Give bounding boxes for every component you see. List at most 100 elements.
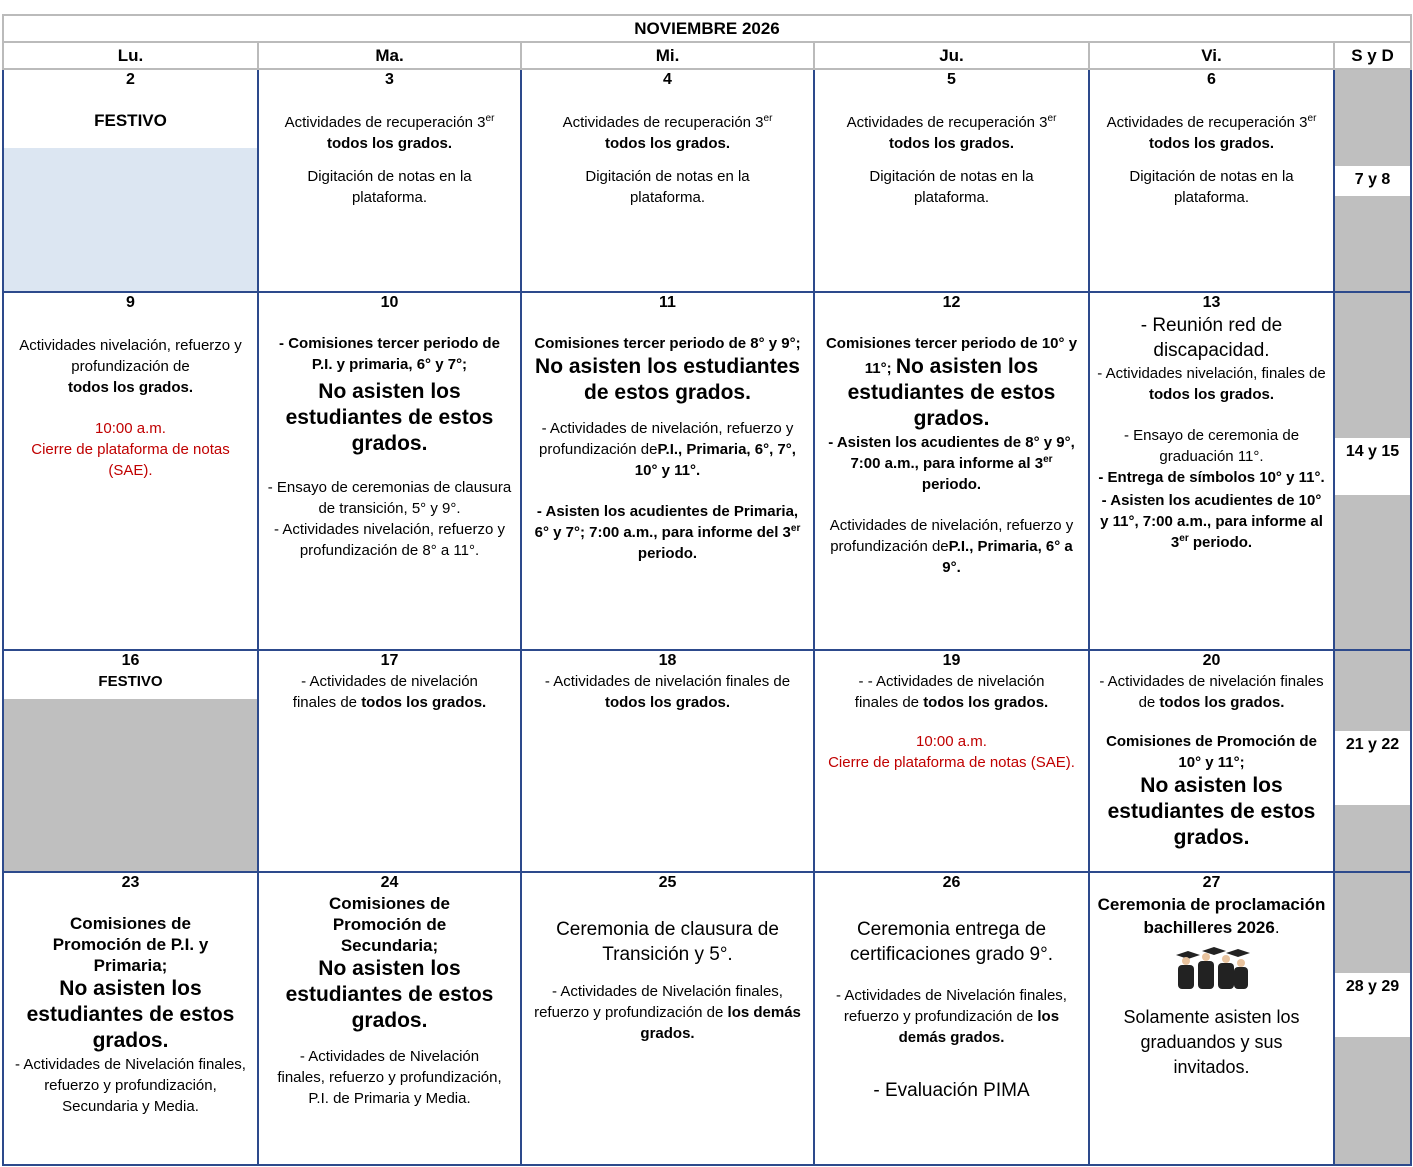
cell: - Asisten los acudientes de 10° y 11°, 7… — [1096, 490, 1327, 553]
day-text: No asisten los estudiantes de estos grad… — [285, 957, 494, 1032]
day-text: todos los grados. — [1159, 694, 1285, 711]
cell: - Actividades de nivelación, refuerzo y … — [528, 418, 807, 481]
weekday: Lu. — [2, 41, 259, 70]
cell: 20 - Actividades de nivelación finales de… — [1088, 649, 1335, 873]
cell: 19 - - Actividades de nivelación finales … — [813, 649, 1090, 873]
cell — [1225, 949, 1250, 957]
weekday: Mi. — [520, 41, 815, 70]
day-text: Comisiones de Promoción de Secundaria; — [329, 894, 450, 955]
cell: - Actividades de nivelación finales de t… — [528, 671, 807, 713]
cell: NOVIEMBRE 2026 Lu. Ma. Mi. Ju. Vi. S y D 2 FES… — [1, 14, 1413, 1166]
cell: 6 Actividades de recuperación 3er todos l… — [1088, 68, 1335, 293]
weekend-label: 28 y 29 — [1335, 973, 1411, 1037]
cell: Actividades de recuperación 3er todos lo… — [1096, 112, 1327, 154]
cell: 11 Comisiones tercer periodo de 8° y 9°; … — [520, 291, 815, 651]
cell — [1201, 947, 1226, 955]
cell: 28 y 29 — [1332, 871, 1413, 1166]
day-number: 9 — [126, 294, 135, 311]
day-text: todos los grados. — [923, 694, 1049, 711]
day-text: - Asisten los acudientes de Primaria, 6°… — [534, 503, 799, 541]
day-text: periodo. — [637, 545, 698, 562]
day-text: todos los grados. — [361, 694, 487, 711]
cell: Actividades de recuperación 3er todos los… — [265, 112, 514, 154]
day-text: periodo. — [1192, 534, 1253, 551]
weekday: Ma. — [257, 41, 522, 70]
cell — [1175, 947, 1250, 989]
day-text: Actividades nivelación, refuerzo y profu… — [19, 337, 242, 375]
day-number: 10 — [380, 294, 399, 311]
day-text: - Actividades de nivelación finales de — [1099, 673, 1324, 711]
cell: 7 y 8 — [1332, 68, 1413, 293]
day-text: Ceremonia entrega de certificaciones gra… — [850, 919, 1053, 965]
cell: - - Actividades de nivelación finales de… — [821, 671, 1082, 713]
day-number: 18 — [658, 652, 677, 669]
day-text: - Ensayo de ceremonia de graduación 11°. — [1123, 427, 1300, 465]
cell — [4, 699, 257, 871]
day-text: - Comisiones tercer periodo de P.I. y pr… — [279, 335, 500, 373]
day-text: er — [790, 523, 801, 534]
day-number: 13 — [1202, 294, 1221, 311]
day-text: Actividades de nivelación, refuerzo y pr… — [829, 517, 1074, 555]
cell: 18 - Actividades de nivelación finales de… — [520, 649, 815, 873]
cell: 23 Comisiones de Promoción de P.I. y Prim… — [2, 871, 259, 1166]
day-text: - Reunión red de discapacidad. — [1140, 315, 1283, 361]
cell — [1201, 953, 1210, 961]
day-number: 5 — [947, 71, 956, 88]
cell: 9 Actividades nivelación, refuerzo y prof… — [2, 291, 1413, 651]
weekday: Vi. — [1088, 41, 1335, 70]
day-text: 10:00 a.m. — [95, 420, 166, 437]
cell: 16 FESTIVO 17 - Actividades de nivelación … — [2, 649, 1413, 873]
day-text: FESTIVO — [94, 111, 167, 130]
cell: 17 - Actividades de nivelación finales de… — [257, 649, 522, 873]
cell: 27 Ceremonia de proclamación bachilleres … — [1088, 871, 1335, 1166]
cell: 9 Actividades nivelación, refuerzo y prof… — [2, 291, 259, 651]
day-text: P.I., Primaria, 6°, 7°, 10° y 11°. — [634, 441, 796, 479]
cell: - Actividades de nivelación finales de t… — [1096, 671, 1327, 713]
cell — [1236, 959, 1245, 967]
day-text: Ceremonia de clausura de Transición y 5°… — [556, 919, 779, 965]
month-title: NOVIEMBRE 2026 — [1, 14, 1413, 43]
cell: 26 Ceremonia entrega de certificaciones g… — [813, 871, 1090, 1166]
day-number: 26 — [942, 874, 961, 891]
cell: 10:00 a.m. Cierre de plataforma de notas … — [10, 418, 251, 481]
day-text: - Ensayo de ceremonias de clausura de tr… — [267, 479, 512, 517]
day-text: todos los grados. — [888, 135, 1014, 152]
day-text: - - Actividades de nivelación finales de — [854, 673, 1045, 711]
day-text: - Asisten los acudientes de 10° y 11°, 7… — [1100, 492, 1323, 551]
day-number: 12 — [942, 294, 961, 311]
weekday: S y D — [1332, 41, 1413, 70]
cell: 2 FESTIVO — [2, 68, 259, 293]
day-text: periodo. — [921, 476, 982, 493]
cell: Comisiones tercer periodo de 8° y 9°; No… — [528, 333, 807, 406]
day-number: 2 — [126, 71, 135, 88]
cell: 12 Comisiones tercer periodo de 10° y 11°… — [813, 291, 1090, 651]
day-number: 3 — [385, 71, 394, 88]
day-number: 25 — [658, 874, 677, 891]
day-text: - Entrega de símbolos 10° y 11°. — [1098, 469, 1325, 486]
day-text: er — [485, 113, 495, 124]
day-text: todos los grados. — [67, 379, 193, 396]
day-text: - Asisten los acudientes de 8° y 9°, 7:0… — [828, 434, 1075, 472]
cell: - Actividades de nivelación finales de t… — [265, 671, 514, 713]
cell: - Actividades de Nivelación finales, ref… — [821, 985, 1082, 1048]
day-text: Cierre de plataforma de notas (SAE). — [828, 754, 1075, 771]
cell: Actividades de nivelación, refuerzo y pr… — [821, 515, 1082, 578]
day-text: - Actividades de nivelación finales de — [292, 673, 478, 711]
cell — [1181, 953, 1245, 967]
cell: - Asisten los acudientes de Primaria, 6°… — [528, 501, 807, 564]
day-text: No asisten los estudiantes de estos grad… — [847, 355, 1056, 430]
day-text: - Actividades de Nivelación finales, ref… — [277, 1048, 502, 1107]
cell — [1221, 955, 1230, 963]
day-text: Actividades de recuperación 3 — [846, 114, 1048, 131]
day-number: 24 — [380, 874, 399, 891]
day-text: todos los grados. — [1148, 135, 1274, 152]
day-number: 20 — [1202, 652, 1221, 669]
day-text: No asisten los estudiantes de estos grad… — [285, 380, 494, 455]
cell: 23 Comisiones de Promoción de P.I. y Prim… — [2, 871, 1413, 1166]
day-text: Comisiones tercer periodo de 8° y 9°; — [534, 335, 801, 352]
day-text: - Actividades de Nivelación finales, ref… — [15, 1056, 246, 1115]
day-text: Solamente asisten los graduandos y sus i… — [1123, 1007, 1300, 1077]
cell: 21 y 22 — [1332, 649, 1413, 873]
day-number: 6 — [1207, 71, 1216, 88]
